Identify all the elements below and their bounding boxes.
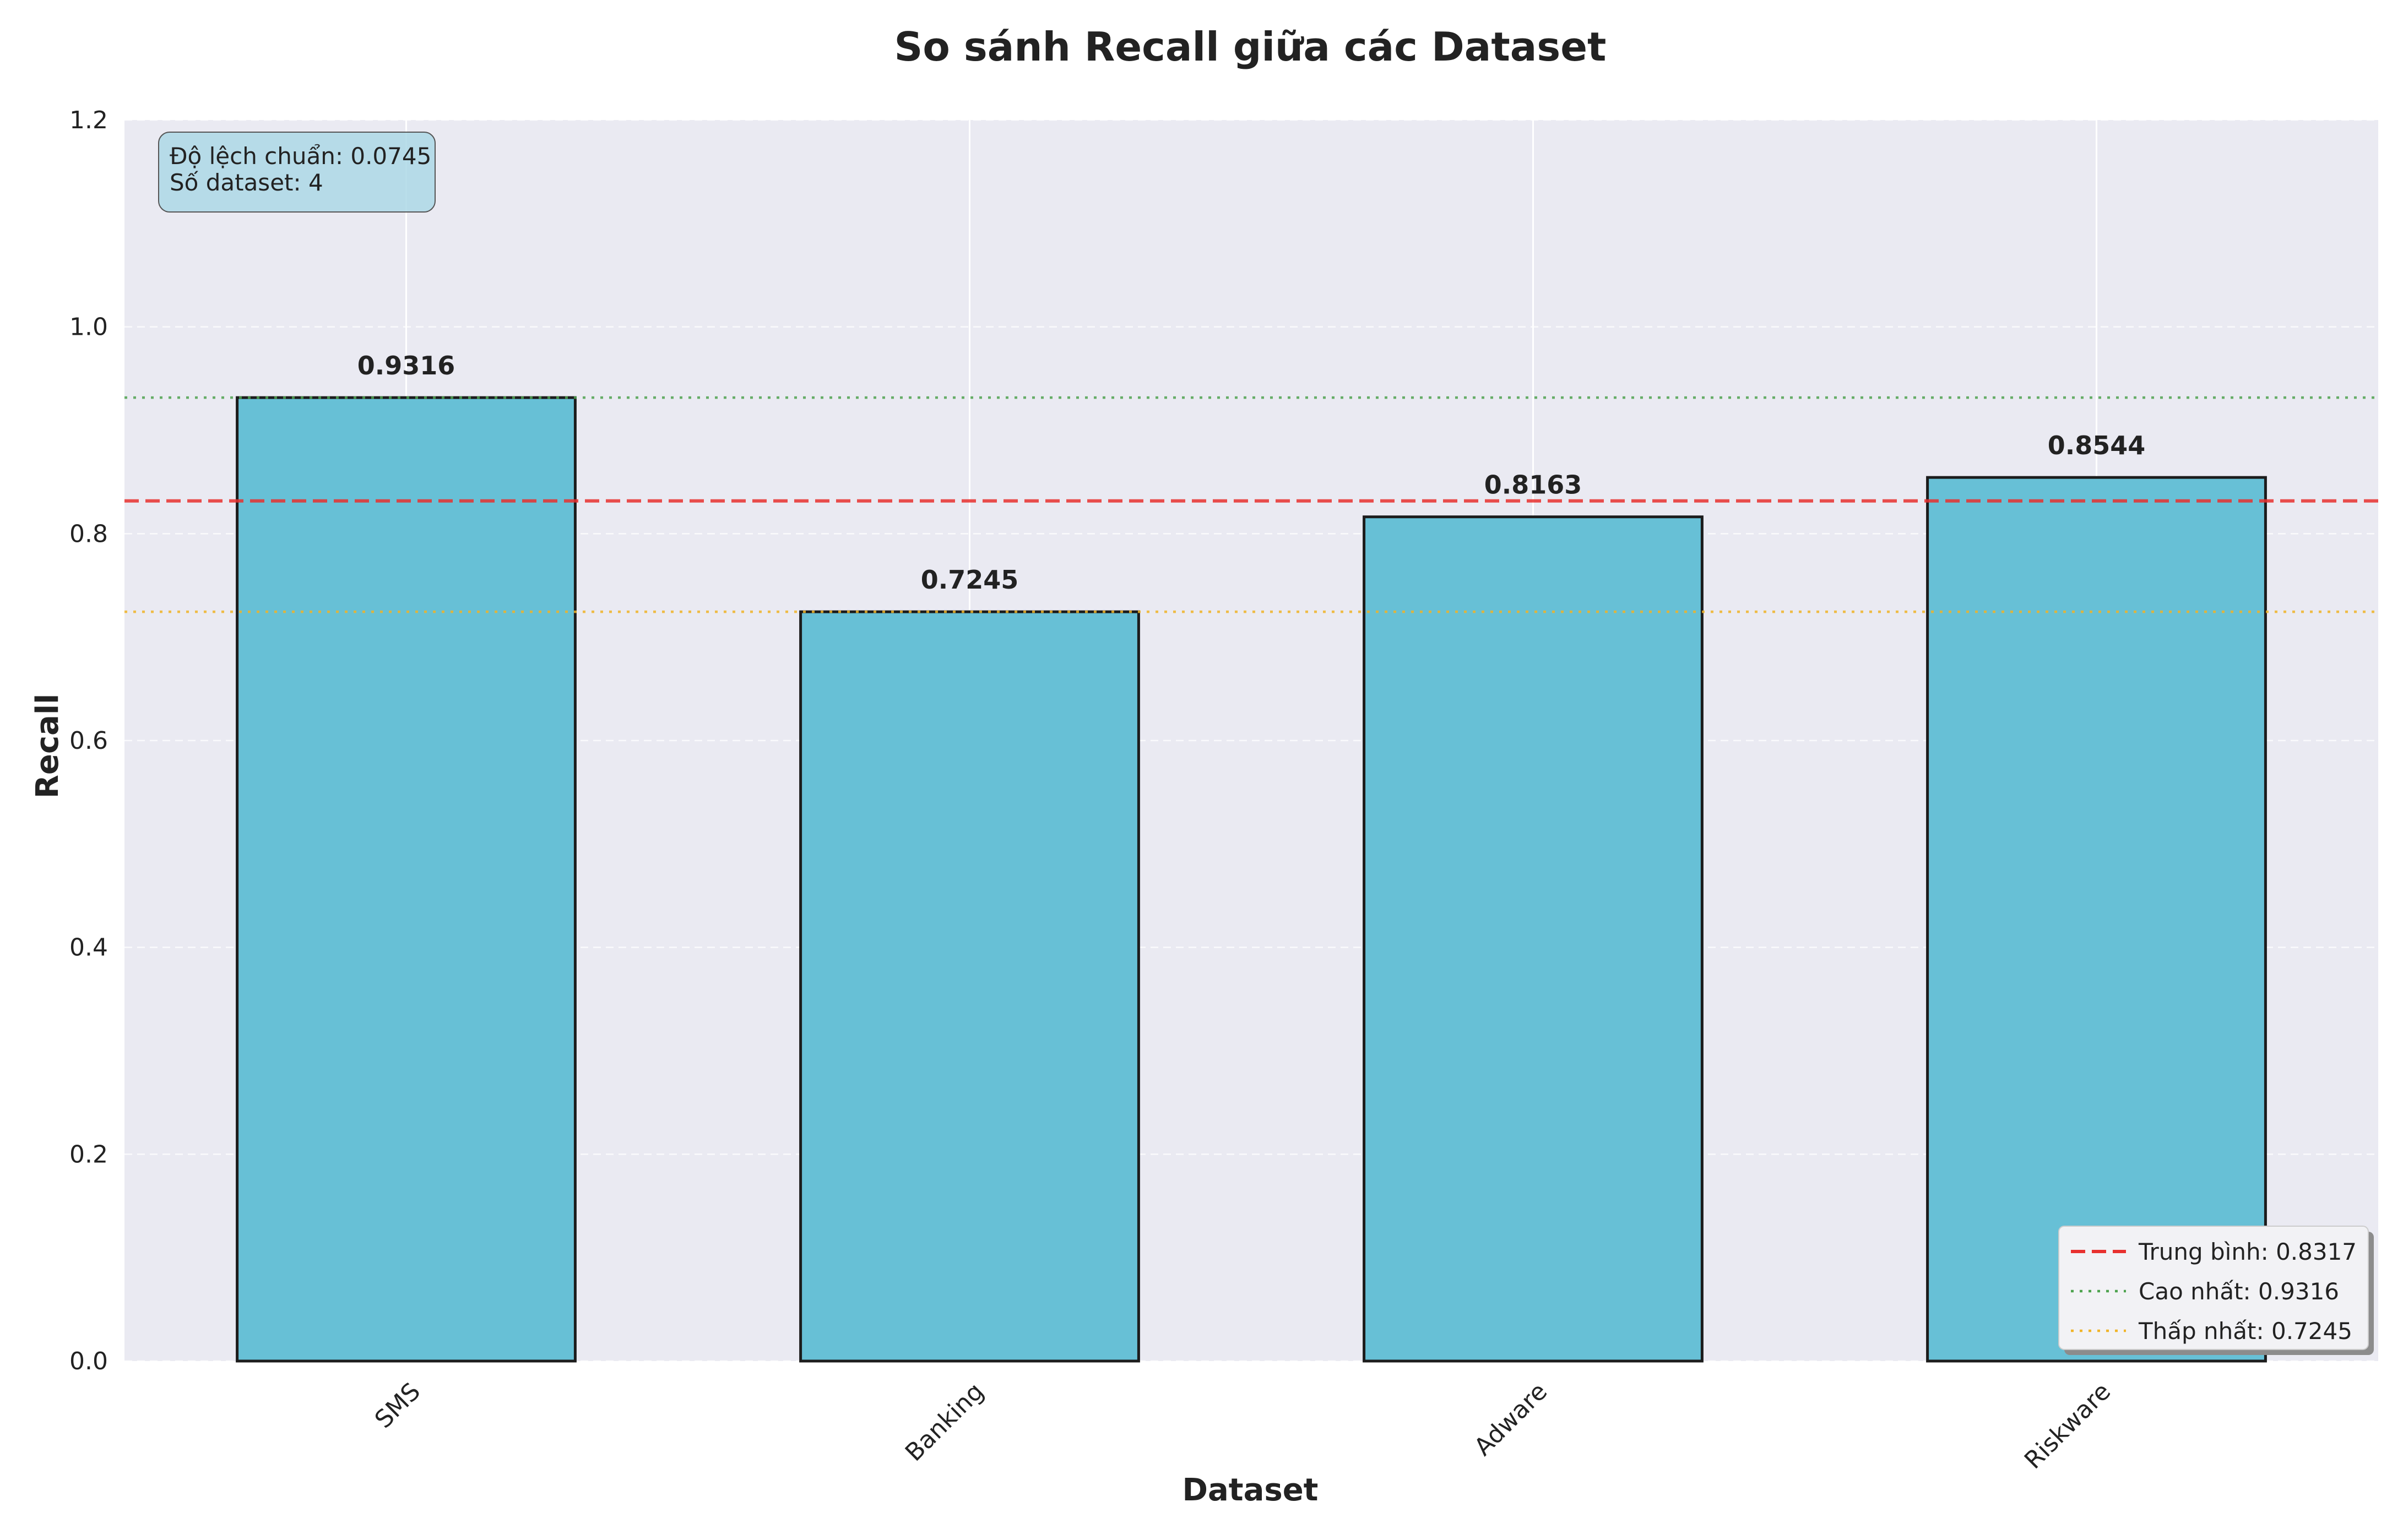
bar-value-label: 0.8163: [1484, 470, 1582, 500]
bar-banking: [799, 610, 1140, 1363]
plot-area: 0.0 0.2 0.4 0.6 0.8 1.0 1.2 0.9316 0.7245 0.8163 0…: [69, 106, 2378, 1474]
y-tick-label: 1.2: [69, 106, 108, 134]
chart-title: So sánh Recall giữa các Dataset: [894, 24, 1607, 70]
y-axis-label: Recall: [30, 694, 66, 798]
stats-box: [158, 132, 436, 213]
x-tick-label: Adware: [1469, 1378, 1553, 1461]
legend-box: [2058, 1226, 2369, 1350]
bar-value-label: 0.9316: [357, 351, 455, 380]
legend-entry: Cao nhất: 0.9316: [2139, 1278, 2339, 1305]
x-tick-label: SMS: [370, 1378, 426, 1434]
bar-riskware: [1926, 476, 2267, 1363]
bar-adware: [1363, 515, 1704, 1363]
y-tick-label: 0.2: [69, 1140, 108, 1168]
stats-line: Độ lệch chuẩn: 0.0745: [170, 143, 431, 170]
bar-value-label: 0.7245: [921, 565, 1019, 595]
stats-line: Số dataset: 4: [170, 169, 323, 196]
x-tick-label: Riskware: [2019, 1378, 2116, 1474]
x-tick-label: Banking: [900, 1378, 989, 1467]
legend-entry: Trung bình: 0.8317: [2138, 1238, 2357, 1265]
bar-value-label: 0.8544: [2048, 431, 2146, 460]
bar-sms: [236, 396, 577, 1363]
y-tick-label: 0.6: [69, 727, 108, 755]
y-tick-label: 0.8: [69, 520, 108, 548]
legend-entry: Thấp nhất: 0.7245: [2138, 1318, 2352, 1345]
y-tick-label: 0.0: [69, 1347, 108, 1375]
y-tick-label: 1.0: [69, 313, 108, 341]
x-axis-label: Dataset: [1182, 1472, 1319, 1508]
y-tick-label: 0.4: [69, 934, 108, 962]
